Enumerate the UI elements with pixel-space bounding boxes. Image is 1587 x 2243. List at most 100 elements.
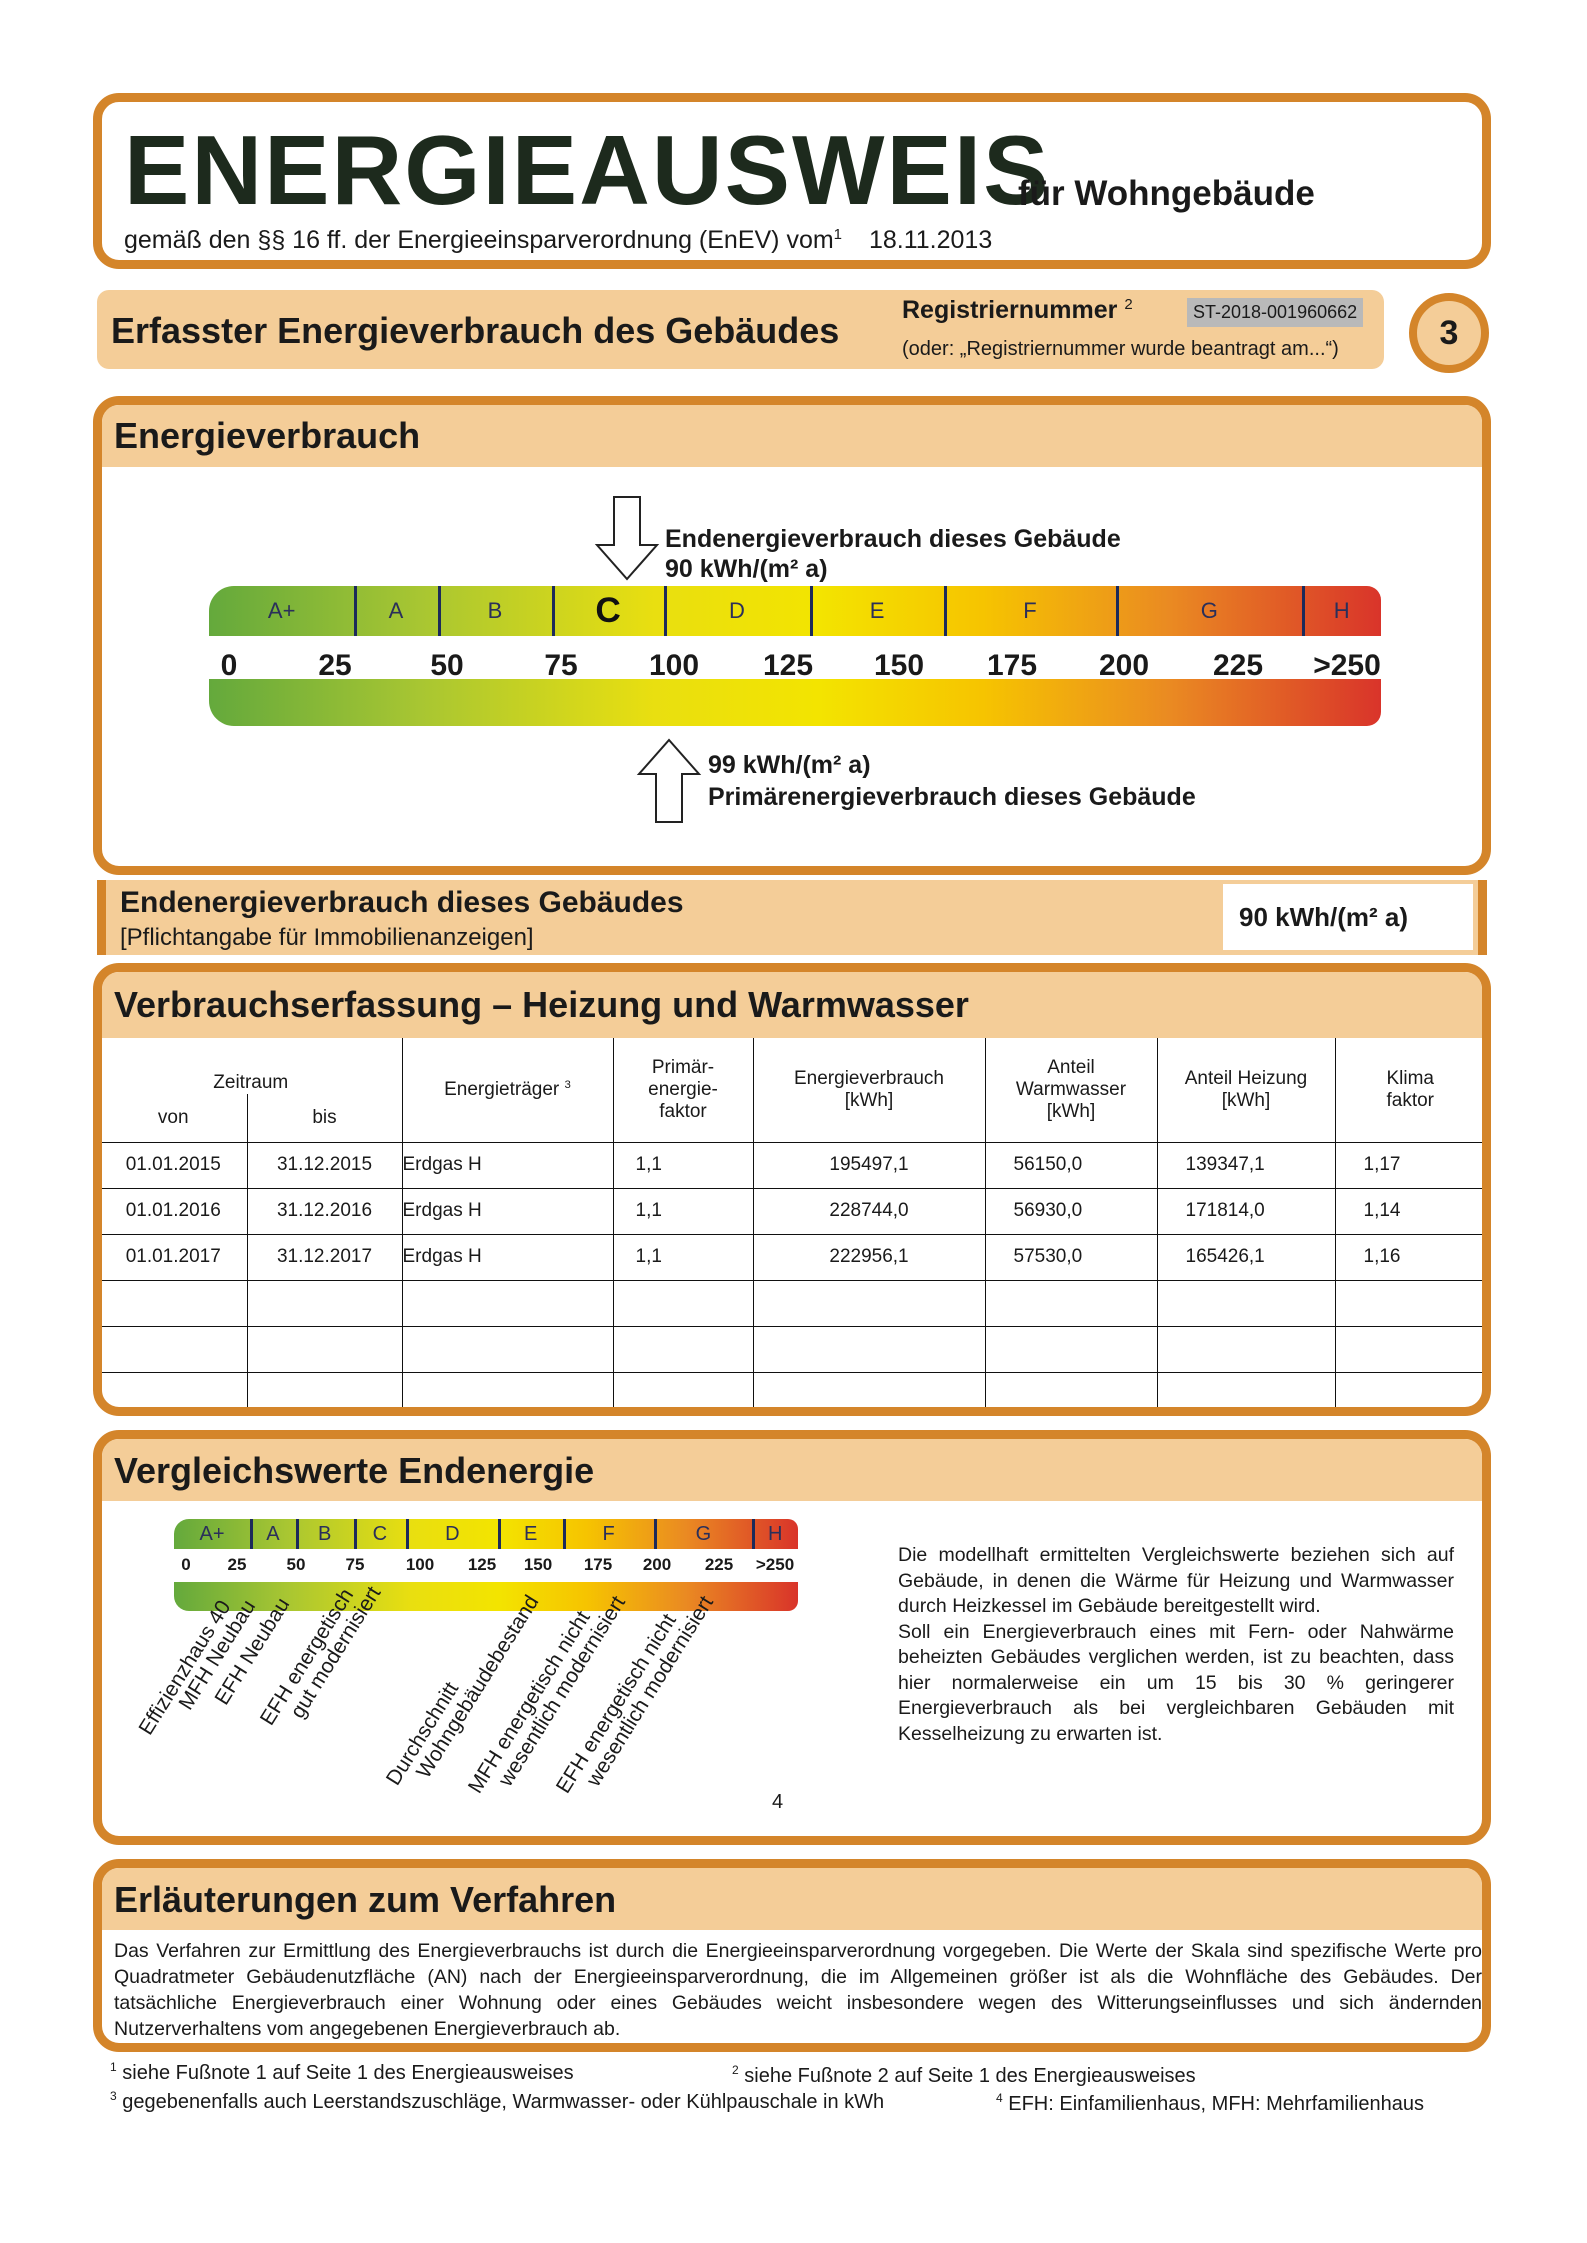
footnote-ref: 3 (564, 1078, 571, 1091)
table-cell (1334, 1279, 1482, 1327)
class-label-A: A (266, 1523, 280, 1545)
class-label-G: G (1200, 598, 1218, 623)
table-row: 01.01.2016 31.12.2016 Erdgas H 1,1 228744,0 5… (102, 1187, 1482, 1235)
arrow-up-icon (636, 738, 702, 823)
registration-note: (oder: „Registriernummer wurde beantragt… (902, 338, 1339, 360)
footnote-number: 3 (110, 2089, 117, 2103)
energy-consumption-header: Energieverbrauch (102, 405, 1482, 467)
tick-label: 175 (583, 1555, 613, 1574)
class-divider (406, 1519, 410, 1549)
table-cell: 56150,0 (984, 1141, 1158, 1189)
registration-label: Registriernummer 2 (902, 296, 1133, 325)
tick-label: 125 (467, 1555, 497, 1574)
table-cell: 139347,1 (1156, 1141, 1336, 1189)
table-cell (1156, 1279, 1336, 1327)
tick-label: 100 (405, 1555, 435, 1574)
class-divider (654, 1519, 658, 1549)
consumption-record-title: Verbrauchserfassung – Heizung und Warmwa… (114, 984, 969, 1025)
col-heizung: Anteil Heizung [kWh] (1156, 1038, 1336, 1143)
enev-date: 18.11.2013 (868, 226, 993, 255)
table-cell: 171814,0 (1156, 1187, 1336, 1235)
scale-ticks: 0 25 50 75 100 125 150 175 200 225 >250 (102, 649, 1482, 683)
table-cell: 1,14 (1334, 1187, 1482, 1235)
class-label-G: G (695, 1523, 712, 1545)
footnote-4: 4 EFH: Einfamilienhaus, MFH: Mehrfamilie… (996, 2091, 1424, 2116)
col-klima: Klima faktor (1334, 1038, 1482, 1143)
table-cell: 222956,1 (752, 1233, 986, 1281)
table-cell (752, 1325, 986, 1373)
class-divider (498, 1519, 502, 1549)
table-cell (102, 1371, 248, 1407)
footnote-ref: 2 (1124, 296, 1133, 313)
table-row: 01.01.2017 31.12.2017 Erdgas H 1,1 222956,1 5… (102, 1233, 1482, 1281)
class-divider (663, 586, 667, 636)
table-cell: 31.12.2015 (246, 1141, 403, 1189)
table-cell (752, 1279, 986, 1327)
col-energieverbrauch: Energieverbrauch [kWh] (752, 1038, 986, 1143)
class-label-F: F (1023, 598, 1037, 623)
tick-label: 50 (430, 649, 464, 682)
class-divider (1302, 586, 1306, 636)
table-cell (102, 1279, 248, 1327)
class-label-H: H (1333, 598, 1350, 623)
primary-energy-value: 99 kWh/(m² a) (708, 751, 871, 779)
class-label-Aplus: A+ (199, 1523, 225, 1545)
reg-label-text: Registriernummer (902, 296, 1118, 325)
table-cell: 56930,0 (984, 1187, 1158, 1235)
table-cell: Erdgas H (401, 1141, 614, 1189)
tick-label: 25 (318, 649, 352, 682)
scale-gradient-bar (209, 679, 1381, 726)
col-energietraeger: Energieträger 3 (401, 1038, 614, 1143)
consumption-record-header: Verbrauchserfassung – Heizung und Warmwa… (102, 972, 1482, 1038)
table-cell: 228744,0 (752, 1187, 986, 1235)
table-cell (102, 1325, 248, 1373)
primary-energy-label: Primärenergieverbrauch dieses Gebäude (708, 783, 1196, 811)
table-cell (401, 1279, 614, 1327)
class-label-H: H (767, 1523, 783, 1545)
energy-consumption-title: Energieverbrauch (114, 415, 421, 456)
table-cell: Erdgas H (401, 1187, 614, 1235)
subtitle-text: gemäß den §§ 16 ff. der Energieeinsparve… (124, 226, 834, 255)
col-warmwasser: Anteil Warmwasser [kWh] (984, 1038, 1158, 1143)
tick-label: 225 (1212, 649, 1264, 682)
table-cell: 57530,0 (984, 1233, 1158, 1281)
table-cell (401, 1325, 614, 1373)
consumption-record-box: Verbrauchserfassung – Heizung und Warmwa… (93, 963, 1491, 1416)
energy-consumption-box: Energieverbrauch Endenergieverbrauch die… (93, 396, 1491, 875)
col-von: von (102, 1094, 247, 1143)
table-cell: Erdgas H (401, 1233, 614, 1281)
table-row (102, 1325, 1482, 1373)
class-label-C: C (595, 591, 621, 630)
footnote-text: gegebenenfalls auch Leerstandszuschläge,… (122, 2090, 885, 2113)
class-divider (810, 586, 814, 636)
energy-class-scale: A+ A B C D E F G H (209, 586, 1381, 636)
table-cell: 1,16 (1334, 1233, 1482, 1281)
comparison-class-scale: A+ A B C D E F G H (174, 1519, 798, 1549)
tick-label: >250 (755, 1555, 795, 1574)
header-box: ENERGIEAUSWEIS für Wohngebäude gemäß den… (93, 93, 1491, 269)
explanation-title: Erläuterungen zum Verfahren (114, 1879, 617, 1920)
tick-label: 25 (227, 1555, 247, 1574)
table-cell: 31.12.2016 (246, 1187, 403, 1235)
class-label-D: D (445, 1523, 460, 1545)
comparison-header: Vergleichswerte Endenergie (102, 1439, 1482, 1501)
table-cell (1156, 1371, 1336, 1407)
table-cell (246, 1371, 403, 1407)
table-row: 01.01.2015 31.12.2015 Erdgas H 1,1 195497,1 5… (102, 1141, 1482, 1189)
tick-label: 50 (286, 1555, 306, 1574)
class-label-E: E (523, 1523, 538, 1545)
table-cell (1334, 1371, 1482, 1407)
footnote-number: 2 (732, 2063, 739, 2077)
section-title: Erfasster Energieverbrauch des Gebäudes (111, 310, 840, 351)
end-energy-row-note: [Pflichtangabe für Immobilienanzeigen] (120, 924, 534, 951)
class-divider (250, 1519, 254, 1549)
consumption-table: Zeitraum Energieträger 3 Primär- energie… (102, 1038, 1482, 1407)
tick-label: 0 (220, 649, 238, 682)
end-energy-row-title: Endenergieverbrauch dieses Gebäudes (120, 886, 684, 919)
class-divider (353, 1519, 357, 1549)
col-bis: bis (246, 1094, 403, 1143)
table-cell: 31.12.2017 (246, 1233, 403, 1281)
tick-label: 175 (986, 649, 1038, 682)
table-cell (612, 1279, 754, 1327)
class-label-F: F (602, 1523, 615, 1545)
